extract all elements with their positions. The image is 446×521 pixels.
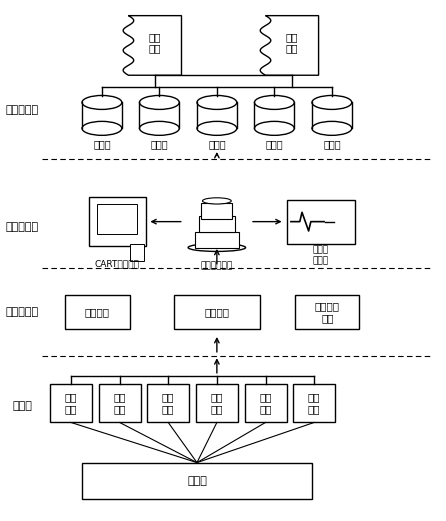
Bar <box>129 244 144 261</box>
Ellipse shape <box>312 95 352 109</box>
Bar <box>199 216 235 232</box>
Text: 客户端: 客户端 <box>151 139 168 149</box>
Text: 客户端: 客户端 <box>265 139 283 149</box>
Text: 物理逻辑
结构: 物理逻辑 结构 <box>315 302 340 323</box>
Bar <box>89 197 146 246</box>
Bar <box>312 103 352 128</box>
Ellipse shape <box>82 121 122 135</box>
Text: 故障诊
断模型: 故障诊 断模型 <box>313 245 329 265</box>
Ellipse shape <box>197 95 237 109</box>
Bar <box>140 103 179 128</box>
Ellipse shape <box>188 244 246 252</box>
Polygon shape <box>123 16 182 75</box>
Ellipse shape <box>140 121 179 135</box>
Text: 数据处理模型: 数据处理模型 <box>201 261 233 270</box>
Ellipse shape <box>255 95 294 109</box>
Bar <box>50 383 92 423</box>
Text: 环境
数据: 环境 数据 <box>308 392 320 414</box>
Text: 通信端口: 通信端口 <box>85 307 110 317</box>
Ellipse shape <box>82 95 122 109</box>
Bar <box>244 383 286 423</box>
Text: 客户端: 客户端 <box>323 139 341 149</box>
Text: 基础构件层: 基础构件层 <box>6 307 39 317</box>
Text: 故障
数据: 故障 数据 <box>65 392 77 414</box>
Bar <box>82 463 312 499</box>
Text: 客户端: 客户端 <box>208 139 226 149</box>
Polygon shape <box>260 16 318 75</box>
Text: 数据
端口: 数据 端口 <box>286 32 298 54</box>
Bar <box>82 103 122 128</box>
Bar <box>295 295 359 329</box>
Text: CART算法模型: CART算法模型 <box>95 259 140 269</box>
Ellipse shape <box>202 198 231 204</box>
Text: 设备
数据: 设备 数据 <box>259 392 272 414</box>
Ellipse shape <box>312 121 352 135</box>
Text: 数据
端口: 数据 端口 <box>149 32 161 54</box>
Ellipse shape <box>255 121 294 135</box>
Text: 性能
数据: 性能 数据 <box>211 392 223 414</box>
Bar <box>99 383 140 423</box>
Bar <box>147 383 189 423</box>
Text: 参数
数据: 参数 数据 <box>162 392 174 414</box>
Bar <box>174 295 260 329</box>
Bar <box>197 103 237 128</box>
Text: 数据库: 数据库 <box>187 476 207 486</box>
Bar <box>97 204 137 234</box>
Bar <box>255 103 294 128</box>
Ellipse shape <box>140 95 179 109</box>
Text: 数据层: 数据层 <box>12 401 32 411</box>
Text: 云端接口: 云端接口 <box>204 307 229 317</box>
Bar <box>196 383 238 423</box>
Bar <box>66 295 129 329</box>
Text: 客户端: 客户端 <box>93 139 111 149</box>
Bar <box>286 200 355 244</box>
Text: 检定
数据: 检定 数据 <box>113 392 126 414</box>
Bar <box>202 204 232 219</box>
Bar <box>293 383 335 423</box>
Ellipse shape <box>197 121 237 135</box>
Text: 数据管理层: 数据管理层 <box>6 222 39 232</box>
Text: 数据应用层: 数据应用层 <box>6 105 39 115</box>
Bar <box>195 232 239 247</box>
